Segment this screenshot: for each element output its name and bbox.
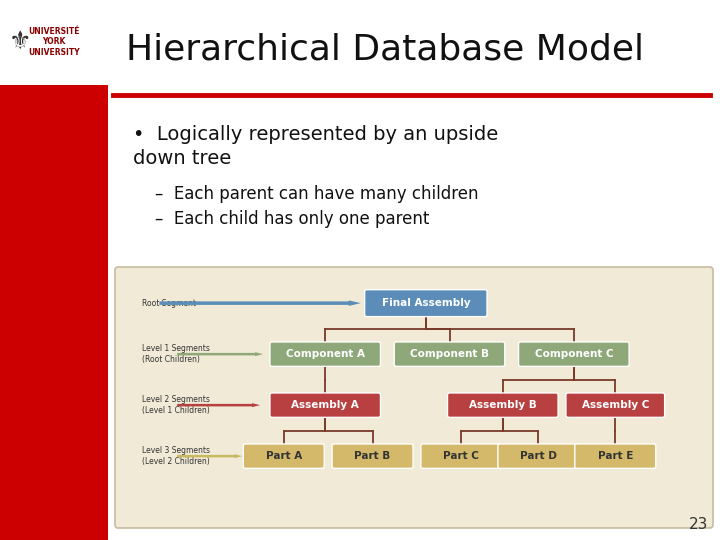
- Text: Component A: Component A: [286, 349, 365, 359]
- Text: •  Logically represented by an upside
down tree: • Logically represented by an upside dow…: [133, 125, 498, 167]
- FancyBboxPatch shape: [421, 444, 502, 468]
- Text: Assembly B: Assembly B: [469, 400, 536, 410]
- Text: Part D: Part D: [520, 451, 557, 461]
- FancyArrow shape: [177, 403, 260, 407]
- Text: –  Each child has only one parent: – Each child has only one parent: [155, 210, 429, 228]
- Text: Final Assembly: Final Assembly: [382, 298, 470, 308]
- Text: Level 2 Segments
(Level 1 Children): Level 2 Segments (Level 1 Children): [142, 395, 210, 415]
- FancyBboxPatch shape: [395, 342, 505, 366]
- FancyBboxPatch shape: [332, 444, 413, 468]
- Text: UNIVERSITÉ
YORK
UNIVERSITY: UNIVERSITÉ YORK UNIVERSITY: [28, 27, 80, 57]
- FancyBboxPatch shape: [518, 342, 629, 366]
- FancyArrow shape: [177, 352, 263, 356]
- Text: Hierarchical Database Model: Hierarchical Database Model: [126, 33, 644, 67]
- Bar: [0, 0, 108, 85]
- Text: Part B: Part B: [354, 451, 391, 461]
- FancyBboxPatch shape: [270, 342, 380, 366]
- FancyBboxPatch shape: [448, 393, 558, 417]
- FancyBboxPatch shape: [115, 267, 713, 528]
- Text: Level 1 Segments
(Root Children): Level 1 Segments (Root Children): [142, 344, 210, 364]
- Text: Assembly A: Assembly A: [292, 400, 359, 410]
- Text: Level 3 Segments
(Level 2 Children): Level 3 Segments (Level 2 Children): [142, 446, 210, 466]
- FancyBboxPatch shape: [498, 444, 579, 468]
- Text: ⚜: ⚜: [9, 30, 31, 54]
- FancyArrow shape: [159, 300, 361, 306]
- FancyArrow shape: [177, 454, 243, 458]
- Text: Part C: Part C: [444, 451, 480, 461]
- FancyBboxPatch shape: [270, 393, 380, 417]
- Bar: [0, 0, 108, 540]
- Text: Root Segment: Root Segment: [142, 299, 196, 308]
- Text: –  Each parent can have many children: – Each parent can have many children: [155, 185, 479, 203]
- Text: Component C: Component C: [534, 349, 613, 359]
- Text: Part E: Part E: [598, 451, 633, 461]
- FancyBboxPatch shape: [566, 393, 665, 417]
- FancyBboxPatch shape: [364, 289, 487, 316]
- FancyBboxPatch shape: [243, 444, 324, 468]
- Text: 23: 23: [688, 517, 708, 532]
- Text: Part A: Part A: [266, 451, 302, 461]
- Text: Assembly C: Assembly C: [582, 400, 649, 410]
- Text: Component B: Component B: [410, 349, 489, 359]
- FancyBboxPatch shape: [575, 444, 656, 468]
